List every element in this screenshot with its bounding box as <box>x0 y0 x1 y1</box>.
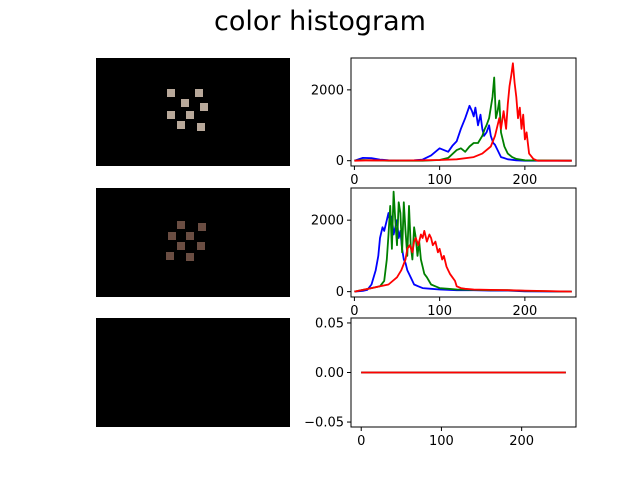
image-thumbnail-1 <box>96 58 290 166</box>
histogram-plot-3: 0 100 200 −0.05 0.00 0.05 <box>304 316 577 449</box>
y-tick-label: −0.05 <box>304 416 344 431</box>
y-tick-label: 0 <box>336 285 344 300</box>
x-tick-label: 200 <box>512 304 537 319</box>
image-thumbnail-3 <box>96 318 290 427</box>
x-tick-label: 0 <box>350 304 358 319</box>
x-tick-label: 100 <box>427 304 452 319</box>
y-tick-label: 0.00 <box>315 366 344 381</box>
axes-frame <box>350 187 577 298</box>
histogram-line-2-3 <box>354 229 572 293</box>
histogram-line-1-3 <box>354 62 572 162</box>
y-tick-label: 0.05 <box>315 316 344 331</box>
figure-title: color histogram <box>214 6 426 37</box>
histogram-line-2-2 <box>354 190 572 293</box>
checkerboard-image-dim <box>166 221 206 261</box>
image-thumbnail-2 <box>96 188 290 297</box>
x-tick-label: 100 <box>427 173 452 188</box>
y-tick-label: 0 <box>336 154 344 169</box>
checkerboard-image-bright <box>167 89 208 131</box>
y-tick-label: 2000 <box>311 214 344 229</box>
x-tick-label: 100 <box>429 434 454 449</box>
x-tick-label: 0 <box>350 173 358 188</box>
x-tick-label: 200 <box>512 173 537 188</box>
x-tick-label: 0 <box>357 434 365 449</box>
histogram-line-1-1 <box>354 104 572 162</box>
histogram-line-1-2 <box>354 76 572 162</box>
x-tick-label: 200 <box>509 434 534 449</box>
axes-frame <box>350 57 577 167</box>
y-tick-label: 2000 <box>311 83 344 98</box>
